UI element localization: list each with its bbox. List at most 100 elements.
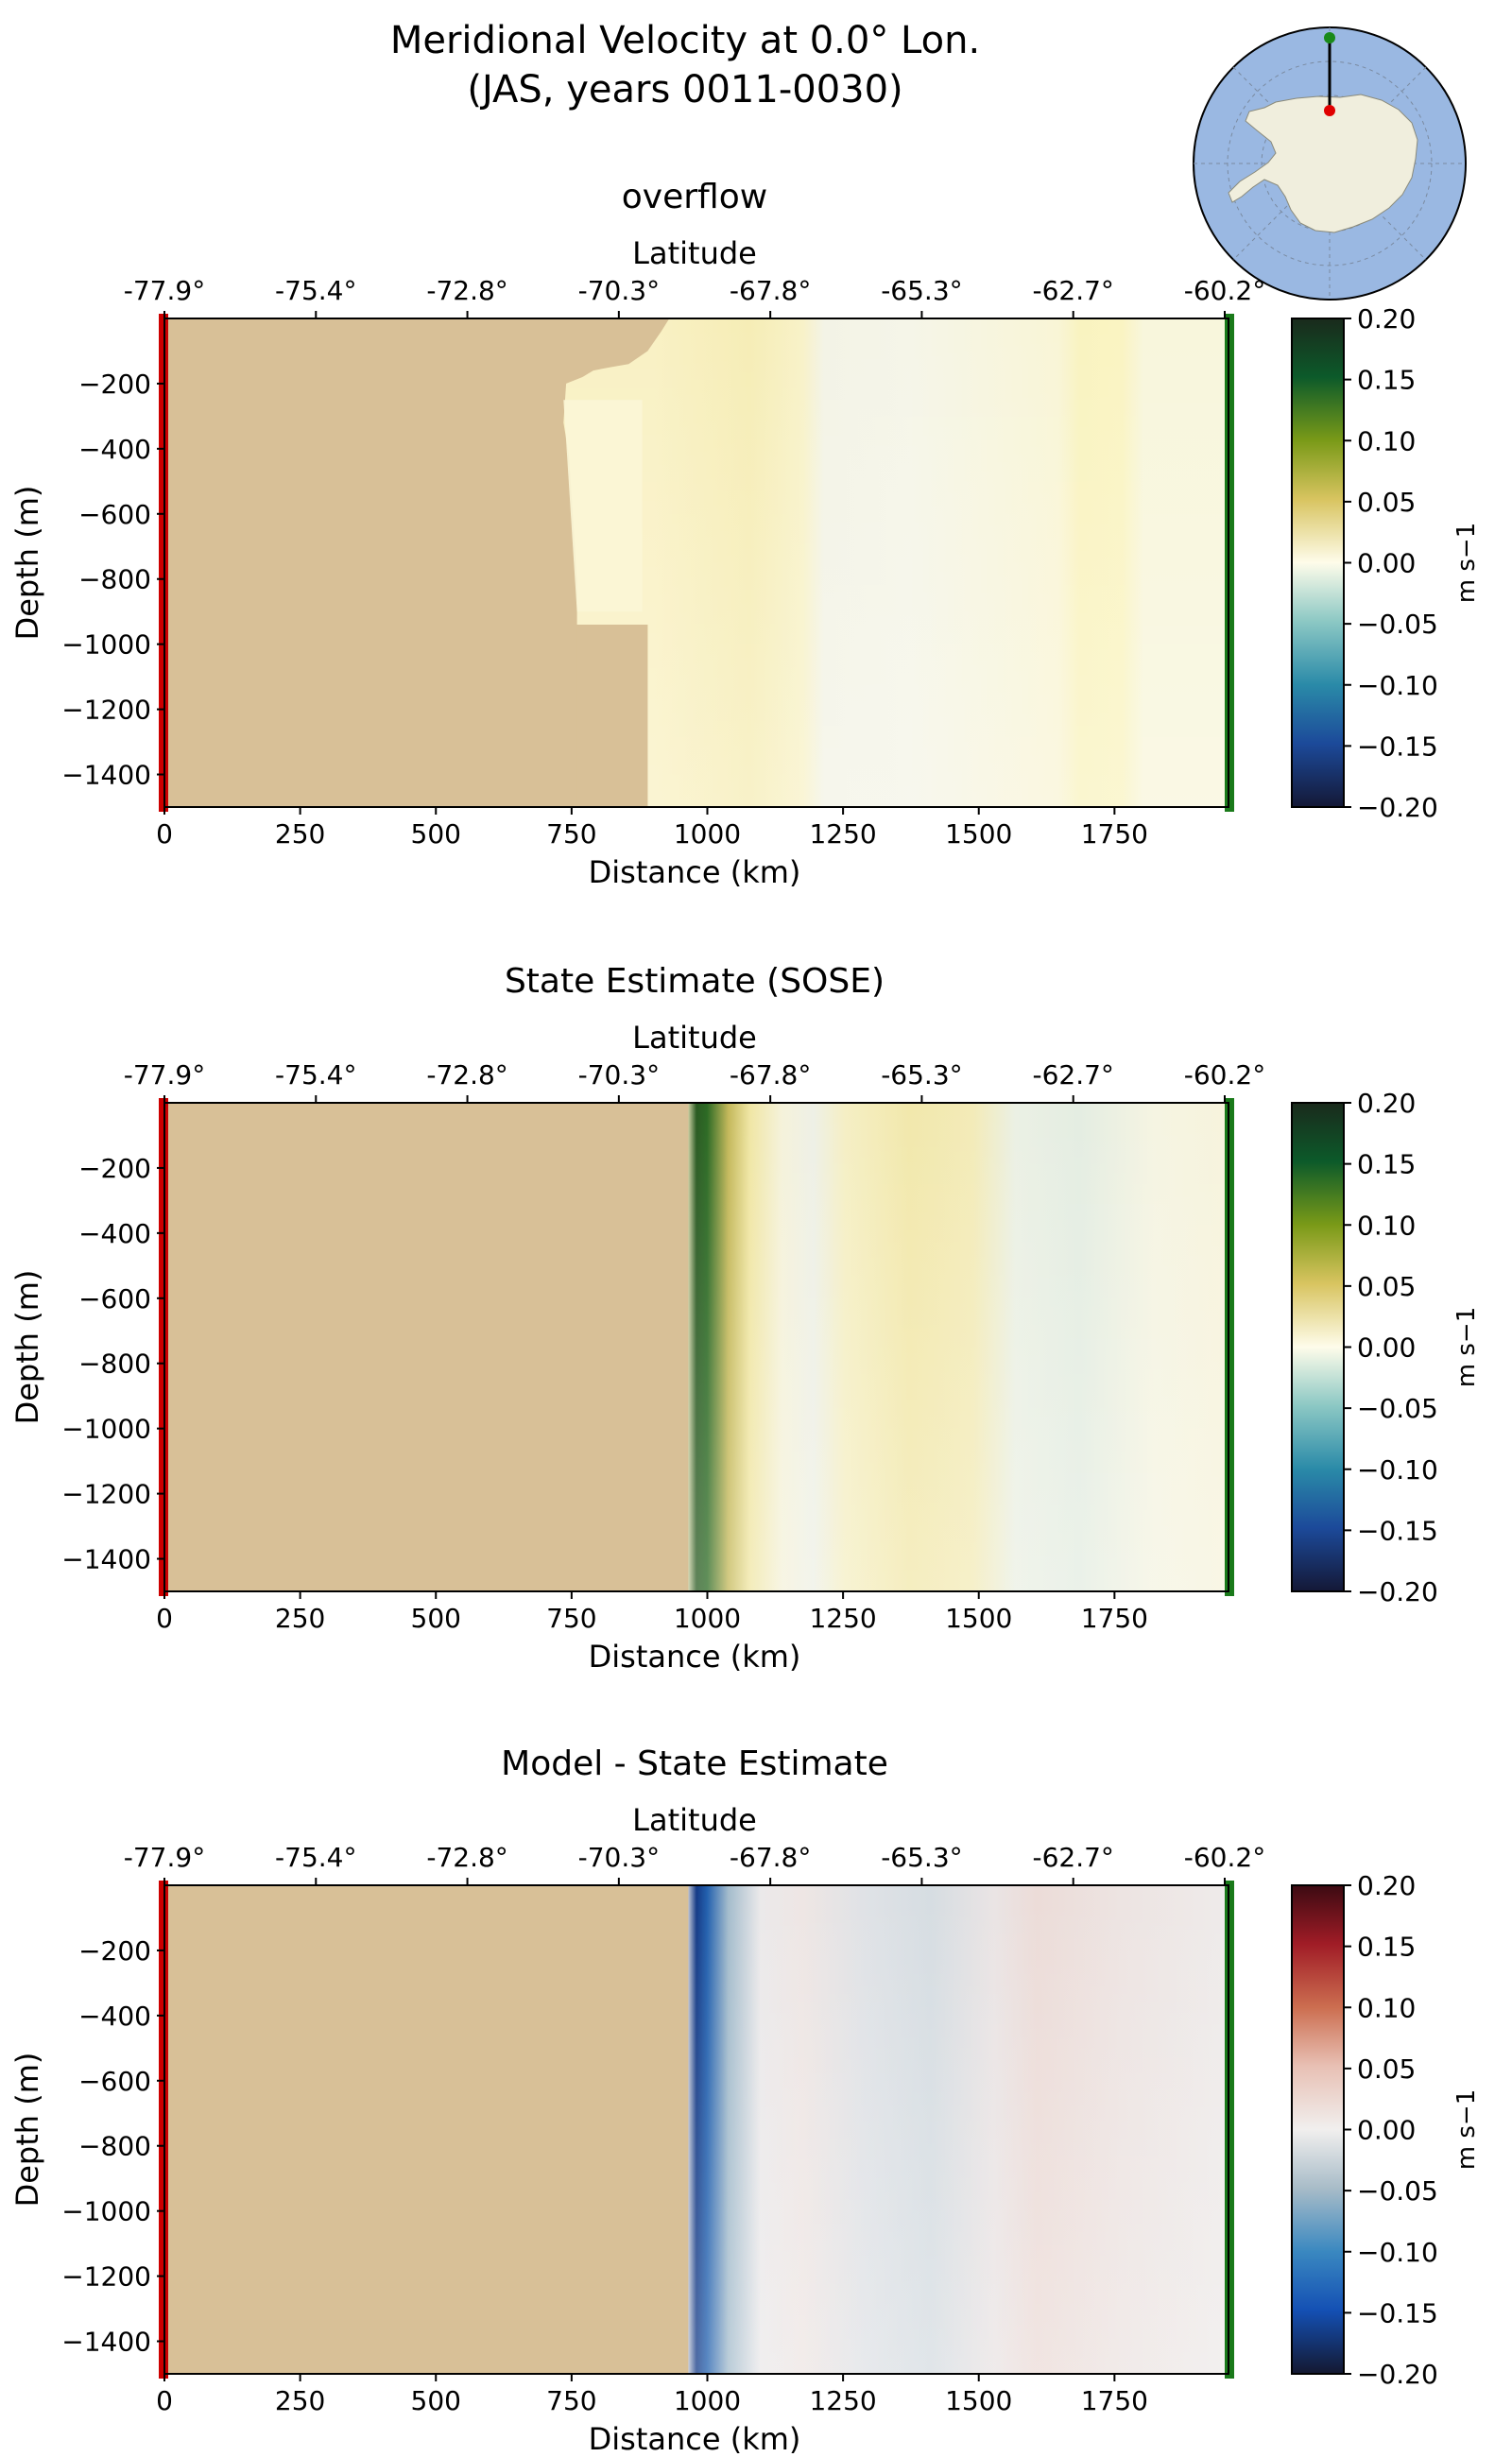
inset-map bbox=[1193, 26, 1467, 301]
top-axis-label: Latitude bbox=[632, 1020, 757, 1056]
top-tick-label: -70.3° bbox=[578, 1842, 660, 1873]
colorbar-tick-label: −0.05 bbox=[1357, 2175, 1438, 2207]
top-tick-label: -72.8° bbox=[426, 275, 507, 306]
colorbar-tick-label: 0.10 bbox=[1357, 425, 1416, 456]
y-tick-label: −400 bbox=[78, 434, 151, 465]
top-tick-label: -60.2° bbox=[1184, 1059, 1265, 1091]
colorbar: 0.20 0.15 0.10 0.05 0.00 −0.05 −0.10 −0.15 −0.20… bbox=[1291, 303, 1481, 823]
x-axis-label: Distance (km) bbox=[589, 2421, 801, 2457]
colorbar-gradient bbox=[1291, 318, 1345, 808]
x-tick-label: 500 bbox=[411, 2385, 461, 2416]
x-tick-label: 750 bbox=[546, 1603, 596, 1634]
colorbar-tick-label: −0.20 bbox=[1357, 792, 1438, 823]
colorbar-gradient bbox=[1291, 1102, 1345, 1592]
x-tick-label: 500 bbox=[411, 818, 461, 850]
panels: overflow Latitude 0 250 500 750 1000 1250 1500 17… bbox=[9, 178, 1481, 2457]
x-tick-label: 500 bbox=[411, 1603, 461, 1634]
x-tick-label: 1000 bbox=[674, 818, 741, 850]
x-axis-label: Distance (km) bbox=[589, 854, 801, 890]
x-tick-label: 1500 bbox=[945, 818, 1012, 850]
x-tick-label: 250 bbox=[275, 2385, 325, 2416]
top-tick-label: -60.2° bbox=[1184, 275, 1265, 306]
y-tick-label: −600 bbox=[78, 499, 151, 530]
y-tick-label: −200 bbox=[78, 1935, 151, 1967]
colorbar-tick-label: −0.15 bbox=[1357, 1515, 1438, 1546]
top-tick-label: -62.7° bbox=[1032, 1059, 1113, 1091]
top-tick-label: -75.4° bbox=[275, 275, 356, 306]
y-tick-label: −800 bbox=[78, 1349, 151, 1380]
panel-title: overflow bbox=[622, 178, 767, 216]
colorbar-tick-label: −0.10 bbox=[1357, 1454, 1438, 1486]
plot-frame bbox=[163, 318, 1229, 808]
colorbar-tick-label: −0.10 bbox=[1357, 670, 1438, 701]
colorbar-tick-label: −0.05 bbox=[1357, 609, 1438, 640]
colorbar-tick-label: 0.15 bbox=[1357, 1149, 1416, 1180]
x-tick-label: 0 bbox=[156, 818, 173, 850]
panel-1: overflow Latitude 0 250 500 750 1000 1250 1500 17… bbox=[9, 178, 1481, 890]
colorbar-tick-label: 0.00 bbox=[1357, 2115, 1416, 2146]
top-tick-label: -62.7° bbox=[1032, 1842, 1113, 1873]
x-tick-label: 250 bbox=[275, 1603, 325, 1634]
colorbar-tick-label: 0.20 bbox=[1357, 1088, 1416, 1119]
x-tick-label: 1250 bbox=[809, 1603, 876, 1634]
x-tick-label: 1750 bbox=[1081, 1603, 1148, 1634]
top-tick-label: -72.8° bbox=[426, 1059, 507, 1091]
y-tick-label: −400 bbox=[78, 2001, 151, 2032]
y-tick-label: −1400 bbox=[61, 1544, 151, 1575]
colorbar-tick-label: −0.20 bbox=[1357, 1576, 1438, 1607]
colorbar-label: m s−1 bbox=[1452, 2089, 1481, 2170]
top-tick-label: -75.4° bbox=[275, 1059, 356, 1091]
y-tick-label: −1200 bbox=[61, 2261, 151, 2293]
colorbar-tick-label: 0.05 bbox=[1357, 1271, 1416, 1302]
y-tick-label: −1400 bbox=[61, 760, 151, 791]
top-tick-label: -60.2° bbox=[1184, 1842, 1265, 1873]
x-tick-label: 1000 bbox=[674, 2385, 741, 2416]
x-tick-label: 250 bbox=[275, 818, 325, 850]
y-tick-label: −600 bbox=[78, 1283, 151, 1314]
x-tick-label: 1000 bbox=[674, 1603, 741, 1634]
land-mask-lower bbox=[576, 624, 648, 807]
top-axis-label: Latitude bbox=[632, 1802, 757, 1838]
top-tick-label: -65.3° bbox=[881, 1842, 962, 1873]
colorbar-tick-label: −0.05 bbox=[1357, 1393, 1438, 1424]
colorbar-tick-label: 0.05 bbox=[1357, 487, 1416, 518]
x-tick-label: 1750 bbox=[1081, 818, 1148, 850]
colorbar-tick-label: 0.00 bbox=[1357, 1332, 1416, 1364]
top-tick-label: -70.3° bbox=[578, 275, 660, 306]
colorbar-tick-label: 0.05 bbox=[1357, 2053, 1416, 2085]
top-tick-label: -77.9° bbox=[124, 275, 205, 306]
colorbar-tick-label: 0.15 bbox=[1357, 365, 1416, 396]
y-axis-label: Depth (m) bbox=[9, 486, 45, 641]
colorbar-tick-label: 0.15 bbox=[1357, 1932, 1416, 1963]
colorbar-tick-label: 0.00 bbox=[1357, 548, 1416, 579]
x-tick-label: 1250 bbox=[809, 2385, 876, 2416]
colorbar-tick-label: −0.20 bbox=[1357, 2359, 1438, 2390]
top-tick-label: -65.3° bbox=[881, 275, 962, 306]
x-tick-label: 1500 bbox=[945, 2385, 1012, 2416]
colorbar-gradient bbox=[1291, 1884, 1345, 2375]
top-tick-label: -77.9° bbox=[124, 1842, 205, 1873]
plot-frame bbox=[163, 1884, 1229, 2375]
y-axis-label: Depth (m) bbox=[9, 2053, 45, 2208]
x-tick-label: 0 bbox=[156, 1603, 173, 1634]
top-tick-label: -67.8° bbox=[730, 275, 811, 306]
antarctica-icon bbox=[1228, 94, 1418, 233]
y-tick-label: −1200 bbox=[61, 695, 151, 726]
panel-2: State Estimate (SOSE) Latitude 0 250 500 750 1… bbox=[9, 962, 1481, 1675]
colorbar-label: m s−1 bbox=[1452, 1307, 1481, 1387]
figure-subtitle: (JAS, years 0011-0030) bbox=[467, 68, 902, 112]
y-axis-label: Depth (m) bbox=[9, 1270, 45, 1425]
y-tick-label: −200 bbox=[78, 1153, 151, 1184]
plot-frame bbox=[163, 1102, 1229, 1592]
top-tick-label: -67.8° bbox=[730, 1842, 811, 1873]
x-axis-label: Distance (km) bbox=[589, 1639, 801, 1675]
colorbar-tick-label: 0.20 bbox=[1357, 303, 1416, 335]
x-tick-label: 1250 bbox=[809, 818, 876, 850]
y-tick-label: −200 bbox=[78, 369, 151, 400]
x-tick-label: 1500 bbox=[945, 1603, 1012, 1634]
y-tick-label: −1000 bbox=[61, 1414, 151, 1445]
y-tick-label: −1000 bbox=[61, 2196, 151, 2227]
colorbar-label: m s−1 bbox=[1452, 523, 1481, 603]
colorbar: 0.20 0.15 0.10 0.05 0.00 −0.05 −0.10 −0.15 −0.20… bbox=[1291, 1870, 1481, 2390]
ice-cavity bbox=[563, 400, 643, 612]
